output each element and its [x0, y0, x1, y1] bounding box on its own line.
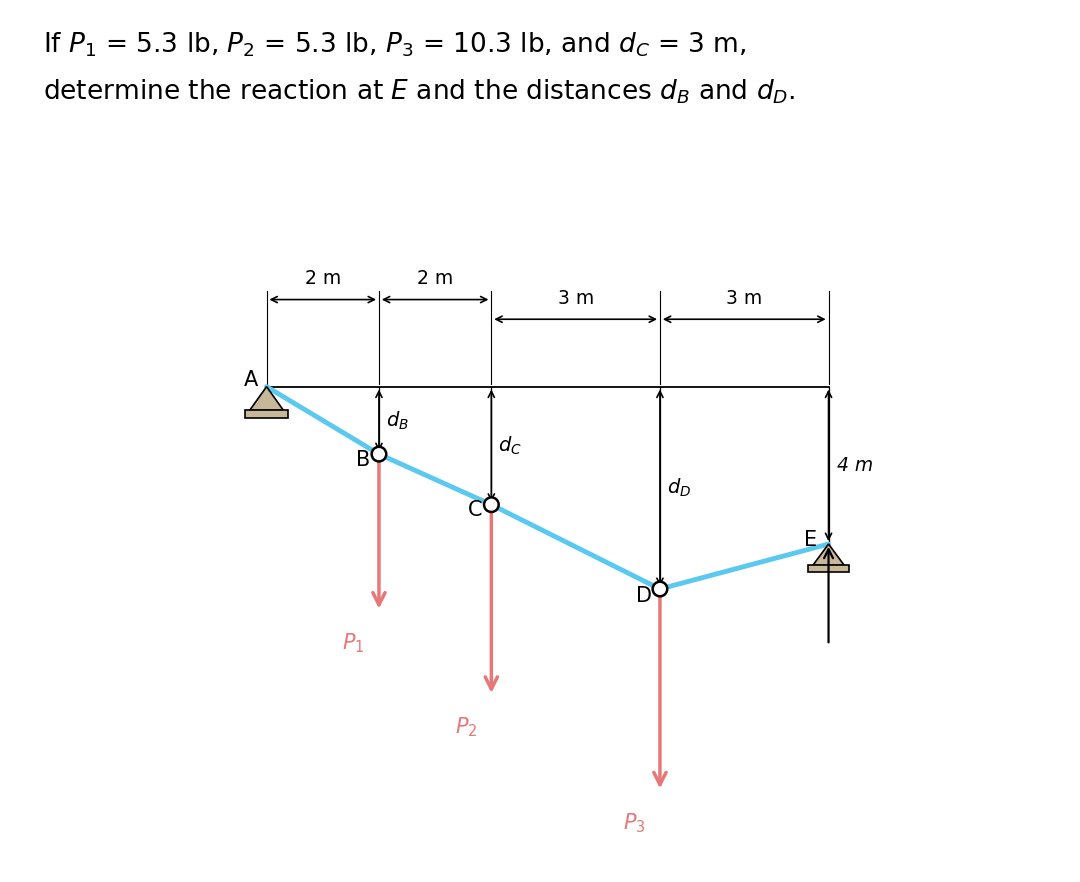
- Text: If $P_1$ = 5.3 lb, $P_2$ = 5.3 lb, $P_3$ = 10.3 lb, and $d_C$ = 3 m,: If $P_1$ = 5.3 lb, $P_2$ = 5.3 lb, $P_3$…: [43, 31, 746, 59]
- Text: 3 m: 3 m: [726, 289, 762, 308]
- Polygon shape: [813, 544, 845, 565]
- Text: $d_D$: $d_D$: [666, 476, 691, 499]
- Polygon shape: [808, 565, 849, 572]
- Text: 2 m: 2 m: [305, 269, 341, 288]
- Polygon shape: [249, 386, 283, 410]
- Text: $P_2$: $P_2$: [455, 715, 477, 739]
- Text: D: D: [636, 586, 652, 606]
- Circle shape: [372, 447, 387, 461]
- Text: A: A: [244, 370, 258, 390]
- Text: $d_B$: $d_B$: [386, 409, 408, 431]
- Circle shape: [484, 497, 499, 512]
- Text: determine the reaction at $E$ and the distances $d_B$ and $d_D$.: determine the reaction at $E$ and the di…: [43, 78, 796, 106]
- Text: 2 m: 2 m: [417, 269, 454, 288]
- Text: 3 m: 3 m: [557, 289, 594, 308]
- Text: $P_1$: $P_1$: [342, 632, 365, 654]
- Text: $P_3$: $P_3$: [623, 811, 646, 834]
- Text: E: E: [804, 529, 818, 549]
- Polygon shape: [245, 410, 288, 417]
- Text: $d_C$: $d_C$: [498, 435, 522, 457]
- Text: B: B: [356, 450, 370, 470]
- Text: 4 m: 4 m: [837, 456, 873, 475]
- Circle shape: [652, 582, 667, 596]
- Text: C: C: [469, 500, 483, 520]
